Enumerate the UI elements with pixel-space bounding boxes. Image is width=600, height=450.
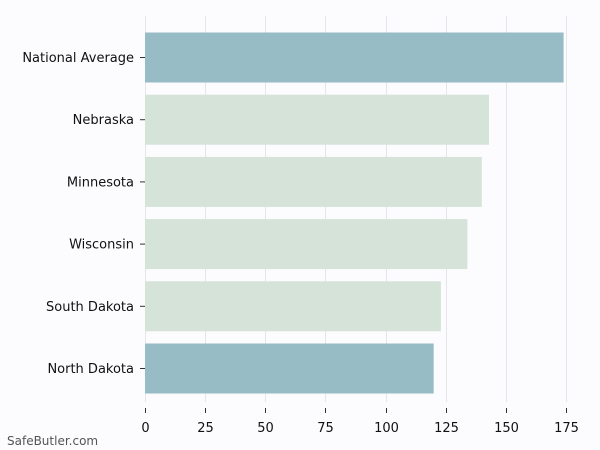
- watermark: SafeButler.com: [7, 434, 99, 448]
- category-label: Minnesota: [67, 175, 134, 190]
- category-label: South Dakota: [46, 300, 134, 315]
- category-label: National Average: [22, 51, 134, 66]
- category-label: North Dakota: [47, 362, 134, 377]
- x-tick-label: 25: [197, 421, 214, 436]
- x-tick-label: 0: [141, 421, 149, 436]
- bar: [145, 32, 564, 83]
- x-tick-label: 150: [494, 421, 519, 436]
- x-axis-ticks: 0 25 50 75 100 125 150 175: [141, 408, 579, 436]
- bar: [145, 281, 441, 332]
- category-label: Nebraska: [73, 113, 134, 128]
- x-tick-label: 100: [374, 421, 399, 436]
- bar: [145, 219, 468, 270]
- bar: [145, 156, 482, 207]
- x-tick-label: 175: [554, 421, 579, 436]
- bars: [145, 32, 564, 394]
- bar: [145, 94, 490, 145]
- category-labels: National Average Nebraska Minnesota Wiscons…: [22, 51, 145, 377]
- bar: [145, 343, 434, 394]
- x-tick-label: 75: [317, 421, 334, 436]
- x-tick-label: 125: [434, 421, 459, 436]
- category-label: Wisconsin: [69, 238, 134, 253]
- x-tick-label: 50: [257, 421, 274, 436]
